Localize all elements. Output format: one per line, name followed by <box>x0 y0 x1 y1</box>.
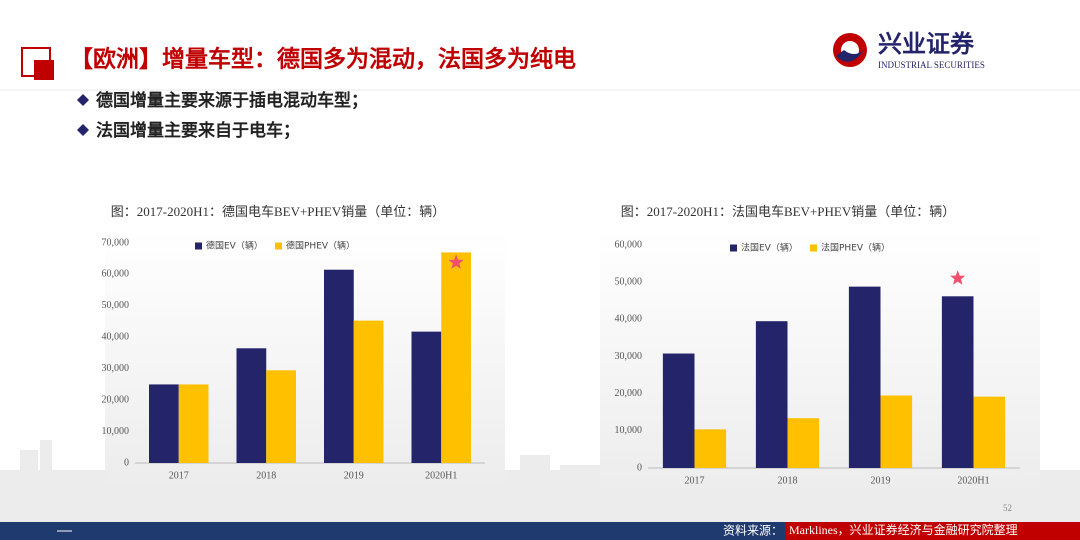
x-tick-label: 2020H1 <box>425 470 457 481</box>
chart-title: 图：2017-2020H1：法国电车BEV+PHEV销量（单位：辆） <box>621 204 956 219</box>
y-tick-label: 40,000 <box>102 332 130 343</box>
y-tick-label: 30,000 <box>102 363 130 374</box>
legend-label: 法国PHEV（辆） <box>821 242 890 254</box>
bar <box>266 370 296 463</box>
x-tick-label: 2018 <box>256 470 276 481</box>
y-tick-label: 50,000 <box>102 300 130 311</box>
legend-swatch <box>275 242 282 250</box>
bar <box>411 331 442 463</box>
y-tick-label: 10,000 <box>102 426 130 437</box>
x-tick-label: 2018 <box>778 475 798 486</box>
bar <box>178 384 209 463</box>
source-label: 资料来源： <box>723 524 783 538</box>
logo-subtitle: INDUSTRIAL SECURITIES <box>878 60 985 70</box>
bar <box>324 269 354 463</box>
bar <box>787 418 820 468</box>
logo-name: 兴业证券 <box>878 30 975 58</box>
y-tick-label: 60,000 <box>615 239 643 250</box>
header-icon <box>34 60 54 80</box>
y-tick-label: 60,000 <box>102 269 130 280</box>
bar <box>973 396 1006 468</box>
legend-swatch <box>195 242 202 250</box>
logo-icon <box>836 50 864 62</box>
y-tick-label: 50,000 <box>615 276 643 287</box>
y-tick-label: 70,000 <box>102 237 130 248</box>
y-tick-label: 10,000 <box>615 425 643 436</box>
footer-accent <box>785 522 1080 540</box>
bullet: 法国增量主要来自于电车； <box>96 120 300 141</box>
highlight-star <box>950 270 966 285</box>
y-tick-label: 40,000 <box>615 314 643 325</box>
y-tick-label: 20,000 <box>615 388 643 399</box>
bullet: 德国增量主要来源于插电混动车型； <box>96 90 368 111</box>
bullet-icon <box>77 94 89 106</box>
x-tick-label: 2017 <box>685 475 705 486</box>
page-number: 52 <box>1003 503 1012 513</box>
y-tick-label: 20,000 <box>102 394 130 405</box>
y-tick-label: 30,000 <box>615 351 643 362</box>
bar <box>662 353 695 468</box>
legend-swatch <box>810 244 817 252</box>
bullet-icon <box>77 124 89 136</box>
bar <box>149 384 179 463</box>
legend-label: 德国PHEV（辆） <box>286 240 355 252</box>
bar <box>236 348 267 463</box>
y-tick-label: 0 <box>637 462 642 473</box>
highlight-star <box>448 254 464 269</box>
bar <box>880 395 913 468</box>
x-tick-label: 2017 <box>169 470 189 481</box>
bar <box>353 320 384 463</box>
bar <box>941 296 974 468</box>
slide-title: 【欧洲】增量车型：德国多为混动，法国多为纯电 <box>70 46 576 73</box>
bar <box>848 286 881 468</box>
bar <box>755 321 788 468</box>
y-tick-label: 0 <box>124 457 129 468</box>
legend-swatch <box>730 244 737 252</box>
source-text: Marklines，兴业证券经济与金融研究院整理 <box>789 522 1018 537</box>
legend-label: 法国EV（辆） <box>741 242 798 254</box>
x-tick-label: 2019 <box>871 475 891 486</box>
x-tick-label: 2020H1 <box>957 475 989 486</box>
bar <box>441 252 471 463</box>
x-tick-label: 2019 <box>344 470 364 481</box>
legend-label: 德国EV（辆） <box>206 240 263 252</box>
chart-title: 图：2017-2020H1：德国电车BEV+PHEV销量（单位：辆） <box>111 204 446 219</box>
bar <box>694 429 727 468</box>
